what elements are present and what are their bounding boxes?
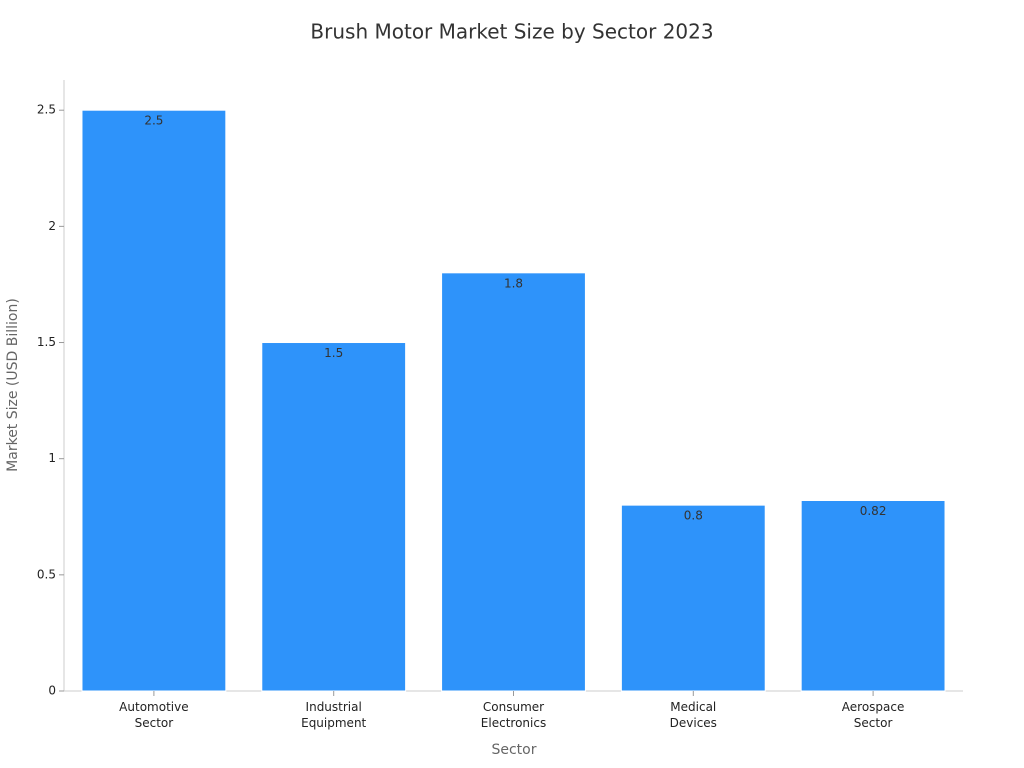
value-label: 2.5 [144, 114, 163, 128]
bar [441, 272, 586, 692]
y-axis-title: Market Size (USD Billion) [5, 298, 21, 472]
y-tick-label: 2 [48, 219, 56, 233]
y-tick-label: 2.5 [37, 103, 56, 117]
x-tick-label: Automotive Sector [119, 700, 189, 730]
value-label: 1.8 [504, 276, 523, 290]
value-label: 0.82 [860, 504, 887, 518]
x-tick-label: Industrial Equipment [301, 700, 367, 730]
y-tick-label: 0.5 [37, 567, 56, 581]
y-tick-label: 1 [48, 451, 56, 465]
y-tick-label: 1.5 [37, 335, 56, 349]
value-label: 0.8 [684, 509, 703, 523]
bar [261, 342, 407, 692]
x-axis-title: Sector [491, 742, 536, 758]
x-tick-label: Consumer Electronics [480, 700, 547, 730]
y-tick-label: 0 [48, 684, 56, 698]
chart-title: Brush Motor Market Size by Sector 2023 [310, 20, 713, 44]
x-tick-label: Aerospace Sector [841, 700, 905, 730]
bar [81, 109, 227, 692]
value-label: 1.5 [324, 346, 343, 360]
bar [620, 504, 766, 692]
x-tick-label: Medical Devices [669, 700, 717, 730]
bar [800, 499, 946, 692]
